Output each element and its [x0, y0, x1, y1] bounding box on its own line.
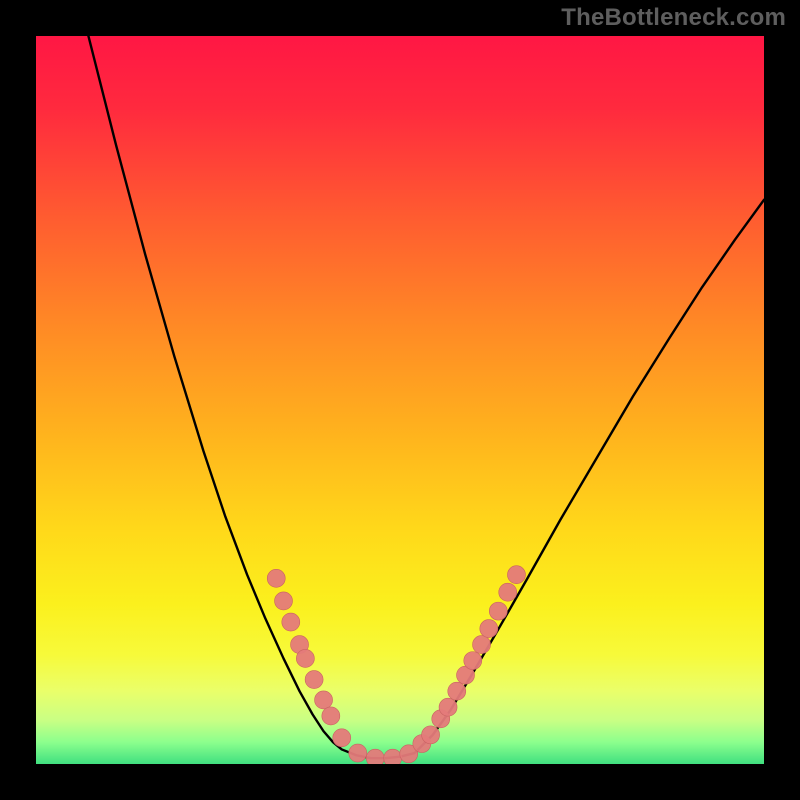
marker-point [267, 569, 285, 587]
marker-point [296, 649, 314, 667]
marker-point [448, 682, 466, 700]
marker-point [349, 744, 367, 762]
outer-frame: TheBottleneck.com [0, 0, 800, 800]
chart-background [36, 36, 764, 764]
marker-point [333, 729, 351, 747]
marker-point [473, 636, 491, 654]
chart-svg [36, 36, 764, 764]
marker-point [282, 613, 300, 631]
marker-point [366, 749, 384, 764]
marker-point [464, 652, 482, 670]
marker-point [384, 749, 402, 764]
watermark-label: TheBottleneck.com [561, 4, 786, 32]
marker-point [499, 583, 517, 601]
chart-area [36, 36, 764, 764]
marker-point [507, 566, 525, 584]
marker-point [489, 602, 507, 620]
marker-point [439, 698, 457, 716]
marker-point [305, 671, 323, 689]
marker-point [315, 691, 333, 709]
marker-point [422, 726, 440, 744]
marker-point [480, 620, 498, 638]
marker-point [275, 592, 293, 610]
marker-point [322, 707, 340, 725]
